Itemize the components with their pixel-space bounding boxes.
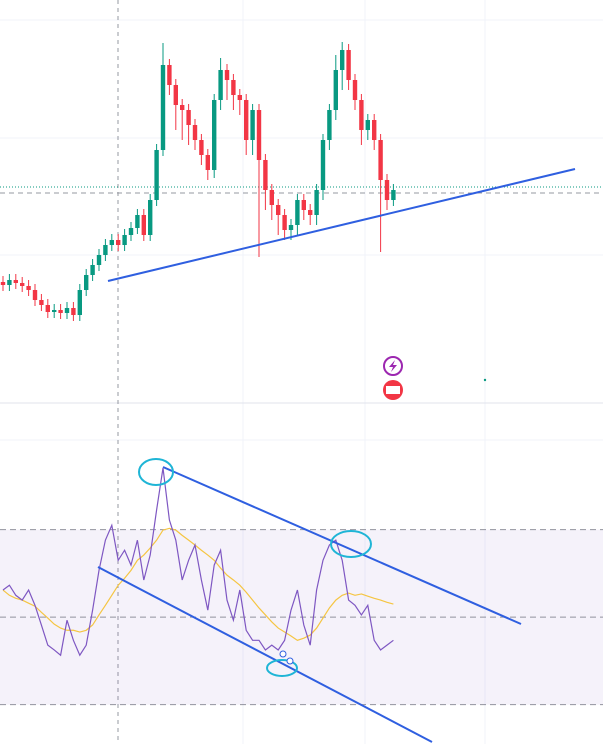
candle-body xyxy=(71,308,76,315)
candle-body xyxy=(372,120,377,140)
candle-body xyxy=(77,290,82,315)
point xyxy=(279,650,287,658)
candle-body xyxy=(314,190,319,215)
candle-body xyxy=(250,110,255,140)
candle-body xyxy=(116,240,121,245)
channel-upper xyxy=(162,466,522,625)
candle-body xyxy=(352,80,358,100)
candle-body xyxy=(173,85,178,105)
candle-body xyxy=(96,255,102,265)
highlight xyxy=(330,530,372,558)
candle-body xyxy=(231,80,236,95)
candle-body xyxy=(212,100,217,170)
price-pane xyxy=(0,42,396,321)
candle-body xyxy=(269,190,274,205)
candle-body xyxy=(384,180,390,200)
candle-body xyxy=(276,205,281,215)
candle-body xyxy=(64,308,70,313)
candle-body xyxy=(148,200,153,235)
candle-body xyxy=(122,235,127,245)
candle-body xyxy=(295,200,300,225)
candle-body xyxy=(218,70,223,100)
event-icon-bolt xyxy=(389,360,397,372)
candle-body xyxy=(186,110,191,125)
dot xyxy=(483,378,487,382)
candle-body xyxy=(333,70,338,110)
candle-body xyxy=(263,160,268,190)
candle-body xyxy=(7,280,12,285)
candle-body xyxy=(180,105,185,110)
candle-body xyxy=(103,245,108,255)
candle-body xyxy=(39,300,44,305)
candle-body xyxy=(128,228,134,235)
channel-lower xyxy=(97,566,433,743)
candle-body xyxy=(224,70,230,80)
rsi-pane xyxy=(0,467,603,706)
candle-body xyxy=(282,215,287,230)
candle-body xyxy=(90,265,95,275)
candle-body xyxy=(141,215,146,235)
rsi-ma-line xyxy=(2,527,394,641)
candle-body xyxy=(58,310,63,313)
candle-body xyxy=(288,225,294,230)
candle-body xyxy=(160,65,166,150)
point xyxy=(286,657,294,665)
candle-body xyxy=(135,215,140,228)
candle-body xyxy=(365,120,370,130)
flag-icon xyxy=(386,386,400,394)
highlight xyxy=(266,659,298,677)
candle-body xyxy=(109,240,114,245)
candle-body xyxy=(205,155,210,170)
rsi-line xyxy=(2,467,394,657)
highlight xyxy=(138,458,174,486)
candle-body xyxy=(256,110,262,160)
candle-body xyxy=(13,280,18,283)
candle-body xyxy=(32,290,38,300)
candle-body xyxy=(20,283,25,286)
candle-body xyxy=(0,282,6,285)
candle-body xyxy=(192,125,198,140)
candle-body xyxy=(244,100,249,140)
candle-body xyxy=(45,305,50,312)
candle-body xyxy=(378,140,383,180)
candle-body xyxy=(340,50,345,70)
candle-body xyxy=(320,140,326,190)
candle-body xyxy=(84,275,89,290)
trend-line xyxy=(107,168,576,282)
candle-body xyxy=(301,200,306,210)
candle-body xyxy=(359,100,364,130)
candle-body xyxy=(154,150,159,200)
candle-body xyxy=(199,140,204,155)
candle-body xyxy=(237,95,242,100)
candle-body xyxy=(327,110,332,140)
candle-body xyxy=(346,50,351,80)
candle-body xyxy=(26,286,31,290)
candle-body xyxy=(391,190,396,200)
candle-body xyxy=(52,310,57,312)
candle-body xyxy=(167,65,172,85)
candle-body xyxy=(308,210,313,215)
